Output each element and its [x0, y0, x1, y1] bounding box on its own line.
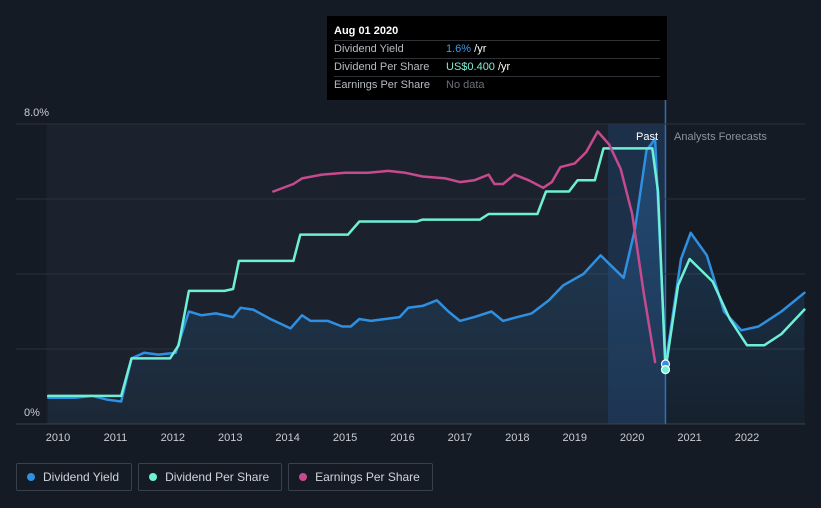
tooltip-suffix: /yr: [494, 61, 511, 73]
earnings-per-share-line: [272, 130, 657, 364]
tooltip-row-dividend-yield: Dividend Yield 1.6% /yr: [334, 40, 660, 58]
x-tick-label: 2014: [275, 432, 299, 444]
x-tick-label: 2020: [620, 432, 644, 444]
legend-dot-icon: [299, 473, 308, 481]
legend-label: Dividend Per Share: [165, 470, 270, 484]
tooltip-value: US$0.400: [446, 61, 495, 73]
forecast-label: Analysts Forecasts: [674, 131, 767, 143]
x-tick-label: 2019: [563, 432, 587, 444]
tooltip-suffix: /yr: [471, 43, 487, 55]
x-tick-label: 2016: [390, 432, 414, 444]
x-tick-label: 2010: [46, 432, 70, 444]
y-tick-label: 8.0%: [24, 107, 49, 119]
legend-dot-icon: [149, 473, 158, 481]
tooltip-row-earnings-per-share: Earnings Per Share No data: [334, 76, 660, 94]
series-lines: [46, 130, 806, 424]
x-tick-label: 2012: [161, 432, 185, 444]
x-tick-label: 2015: [333, 432, 357, 444]
tooltip-label: Earnings Per Share: [334, 79, 430, 91]
tooltip-label: Dividend Yield: [334, 43, 404, 55]
hover-tooltip: Aug 01 2020 Dividend Yield 1.6% /yr Divi…: [327, 16, 667, 100]
legend-item-earnings-per-share[interactable]: Earnings Per Share: [288, 463, 433, 491]
tooltip-date: Aug 01 2020: [334, 25, 399, 37]
x-tick-label: 2011: [104, 432, 128, 444]
tooltip-label: Dividend Per Share: [334, 61, 430, 73]
legend: Dividend Yield Dividend Per Share Earnin…: [16, 463, 433, 491]
legend-item-dividend-yield[interactable]: Dividend Yield: [16, 463, 133, 491]
x-tick-label: 2022: [735, 432, 759, 444]
dividend-per-share-line: [46, 147, 806, 398]
dividend-yield-area: [48, 139, 805, 424]
legend-label: Earnings Per Share: [315, 470, 420, 484]
tooltip-value: 1.6%: [446, 43, 472, 55]
dividend-per-share-marker: [660, 365, 671, 375]
x-axis: 2010 2011 2012 2013 2014 2015 2016 2017 2018 2019…: [46, 432, 759, 444]
x-tick-label: 2017: [448, 432, 472, 444]
x-tick-label: 2018: [505, 432, 529, 444]
tooltip-row-dividend-per-share: Dividend Per Share US$0.400 /yr: [334, 58, 660, 76]
x-tick-label: 2013: [218, 432, 242, 444]
y-tick-label: 0%: [24, 407, 40, 419]
x-tick-label: 2021: [677, 432, 701, 444]
legend-item-dividend-per-share[interactable]: Dividend Per Share: [138, 463, 283, 491]
y-axis: 8.0% 0%: [24, 107, 49, 419]
legend-dot-icon: [27, 473, 35, 481]
legend-label: Dividend Yield: [43, 470, 120, 484]
past-label: Past: [636, 131, 658, 143]
cursor-markers: [660, 359, 671, 375]
tooltip-value: No data: [446, 79, 485, 91]
